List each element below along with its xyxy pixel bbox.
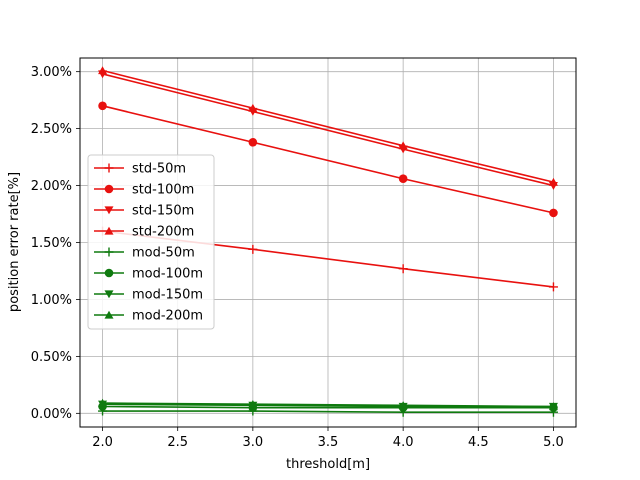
y-axis-ticks: 0.00% 0.50% 1.00% 1.50% 2.00% 2.50% 3.00% [31,65,80,422]
data-point-std-50m [248,244,258,254]
legend-marker [104,206,114,215]
series-line-std-200m [102,69,554,183]
data-point-std-100m [549,208,558,218]
data-point-mod-200m [248,399,258,408]
data-point-std-200m [248,103,258,112]
legend-label: std-100m [132,183,194,198]
x-tick-label: 3.5 [318,435,339,450]
legend-marker [104,310,114,319]
series-line-mod-200m [102,402,554,408]
y-tick-label: 0.00% [31,407,72,422]
x-tick-label: 2.5 [167,435,188,450]
data-point-mod-200m [548,402,558,411]
data-point-std-50m [398,264,408,274]
legend-box [87,154,215,330]
legend-marker [104,247,114,257]
legend-marker [104,290,114,299]
legend-marker [104,226,114,235]
series-std-200m [98,66,558,186]
series-std-100m [98,101,558,218]
y-tick-label: 2.00% [31,179,72,194]
legend-item-mod-200m: mod-200m [94,309,203,324]
series-line-mod-50m [102,410,554,413]
legend-label: std-200m [132,225,194,240]
series-line-std-150m [102,73,554,187]
y-tick-label: 2.50% [31,122,72,137]
x-tick-label: 2.0 [92,435,113,450]
legend-item-std-150m: std-150m [94,204,194,219]
data-point-std-100m [398,174,408,184]
data-point-std-100m [248,137,258,147]
grid-lines [80,58,576,427]
legend-marker [104,184,114,194]
series-line-std-100m [102,105,554,214]
data-point-std-200m [398,141,408,150]
legend-label: std-50m [132,162,186,177]
data-point-std-100m [98,101,107,111]
legend-item-mod-50m: mod-50m [94,246,195,261]
x-tick-label: 3.0 [243,435,264,450]
series-line-mod-100m [102,405,554,409]
legend-label: mod-100m [132,267,203,282]
series-mod-200m [98,398,558,411]
x-axis-ticks: 2.0 2.5 3.0 3.5 4.0 4.5 5.0 [92,427,564,450]
data-point-mod-200m [98,398,108,407]
legend-marker [104,163,114,173]
legend: std-50m std-100m std-150m std-200m mod-50m mo… [87,154,215,330]
x-tick-label: 4.5 [468,435,489,450]
data-point-std-200m [548,177,558,186]
legend-label: mod-150m [132,288,203,303]
legend-label: mod-50m [132,246,195,261]
legend-item-std-100m: std-100m [94,183,194,198]
y-tick-label: 1.00% [31,293,72,308]
legend-marker [104,268,114,278]
data-point-std-50m [548,282,558,292]
legend-item-std-200m: std-200m [94,225,194,240]
y-tick-label: 1.50% [31,236,72,251]
x-tick-label: 5.0 [543,435,564,450]
legend-item-mod-100m: mod-100m [94,267,203,282]
legend-item-std-50m: std-50m [94,162,186,177]
x-axis-label: threshold[m] [286,457,370,472]
data-point-std-200m [98,66,108,75]
x-tick-label: 4.0 [393,435,414,450]
series-layer [98,66,558,417]
y-tick-label: 0.50% [31,350,72,365]
legend-label: std-150m [132,204,194,219]
data-point-mod-200m [398,401,408,409]
y-axis-label: position error rate[%] [7,172,22,312]
legend-item-mod-150m: mod-150m [94,288,203,303]
y-tick-label: 3.00% [31,65,72,80]
legend-label: mod-200m [132,309,203,324]
